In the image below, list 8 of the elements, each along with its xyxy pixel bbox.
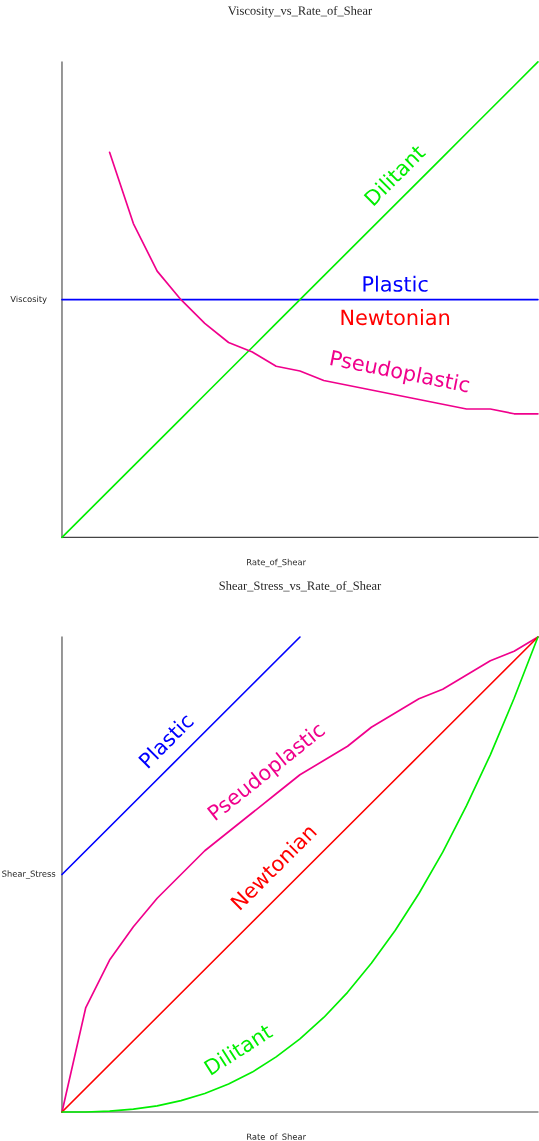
legend-label: Newtonian [341, 309, 450, 326]
chart-title: Shear_Stress_vs_Rate_of_Shear [219, 581, 382, 592]
x-axis-title: Rate_of_Shear [247, 558, 307, 568]
y-axis-title: Viscosity [10, 295, 47, 304]
x-axis-title: Rate_of_Shear [247, 1133, 307, 1141]
series-label: Plastic [363, 275, 428, 292]
chart-title: Viscosity_vs_Rate_of_Shear [227, 5, 373, 18]
y-axis-title: Shear_Stress [2, 870, 56, 879]
